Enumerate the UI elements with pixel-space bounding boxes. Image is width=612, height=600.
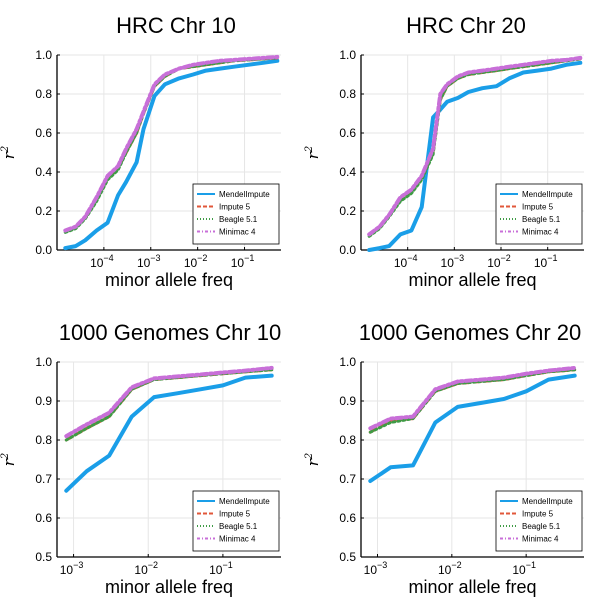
legend: MendelImpute Impute 5 Beagle 5.1 Minimac 4: [495, 183, 583, 245]
y-tick-label: 0.5: [35, 550, 52, 564]
y-tick-label: 0.4: [35, 165, 52, 179]
series-line-minimac-4: [368, 365, 577, 431]
legend-label: Beagle 5.1: [219, 522, 258, 531]
chart-panel-4: 1000 Genomes Chr 20 0.5 0.6 0.7 0.8 0.9 1.0 10−…: [304, 320, 584, 597]
legend: MendelImpute Impute 5 Beagle 5.1 Minimac 4: [192, 183, 280, 245]
legend-label: MendelImpute: [219, 497, 270, 506]
legend-label: Beagle 5.1: [219, 215, 258, 224]
x-axis-label: minor allele freq: [408, 270, 536, 290]
series-line-minimac-4: [367, 55, 583, 237]
x-axis-label: minor allele freq: [105, 270, 233, 290]
legend-label: Minimac 4: [219, 228, 256, 237]
series-line-mendelimpute: [64, 373, 274, 493]
y-tick-label: 1.0: [35, 48, 52, 62]
y-tick-label: 1.0: [339, 48, 356, 62]
x-tick-label: 10−1: [231, 253, 255, 270]
x-tick-label: 10−2: [184, 253, 208, 270]
y-tick-label: 0.6: [339, 511, 356, 525]
y-tick-label: 0.8: [339, 87, 356, 101]
x-tick-label: 10−4: [394, 253, 418, 270]
y-axis-label: r2: [304, 453, 322, 467]
x-tick-label: 10−3: [137, 253, 161, 270]
series-line-mendelimpute: [368, 373, 577, 483]
x-tick-label: 10−1: [534, 253, 558, 270]
legend-label: Beagle 5.1: [522, 215, 561, 224]
y-tick-label: 0.8: [339, 433, 356, 447]
chart-panel-3: 1000 Genomes Chr 10 0.5 0.6 0.7 0.8 0.9 1.0 10−…: [0, 320, 281, 597]
series-line-minimac-4: [63, 54, 280, 233]
x-tick-label: 10−1: [209, 560, 233, 577]
y-tick-label: 0.6: [35, 126, 52, 140]
series-line-minimac-4: [64, 365, 274, 439]
chart-panel-2: HRC Chr 20 0.0 0.2 0.4 0.6 0.8 1.0 10−4 10−3 10−2…: [304, 13, 584, 290]
y-tick-label: 0.0: [35, 243, 52, 257]
legend-label: Impute 5: [219, 203, 251, 212]
chart-title: HRC Chr 10: [116, 13, 236, 38]
y-tick-label: 0.7: [35, 472, 52, 486]
x-tick-label: 10−2: [134, 560, 158, 577]
legend-label: Minimac 4: [522, 228, 559, 237]
y-tick-label: 0.2: [35, 204, 52, 218]
x-tick-label: 10−3: [441, 253, 465, 270]
legend: MendelImpute Impute 5 Beagle 5.1 Minimac 4: [192, 490, 280, 552]
y-tick-label: 1.0: [35, 355, 52, 369]
chart-title: HRC Chr 20: [406, 13, 526, 38]
chart-panel-1: HRC Chr 10 0.0 0.2 0.4 0.6 0.8 1.0 10−4 10−3 10−2…: [0, 13, 281, 290]
legend-label: Beagle 5.1: [522, 522, 561, 531]
y-tick-label: 0.6: [35, 511, 52, 525]
chart-title: 1000 Genomes Chr 10: [59, 320, 282, 345]
series-line-mendelimpute: [367, 60, 583, 252]
y-tick-label: 1.0: [339, 355, 356, 369]
legend-label: MendelImpute: [522, 497, 573, 506]
legend-label: Minimac 4: [522, 535, 559, 544]
y-tick-label: 0.5: [339, 550, 356, 564]
x-tick-label: 10−2: [438, 560, 462, 577]
y-axis-label: r2: [0, 146, 18, 160]
y-tick-label: 0.4: [339, 165, 356, 179]
legend: MendelImpute Impute 5 Beagle 5.1 Minimac 4: [495, 490, 583, 552]
legend-label: Impute 5: [219, 510, 251, 519]
x-axis-label: minor allele freq: [408, 577, 536, 597]
legend-label: Impute 5: [522, 203, 554, 212]
y-tick-label: 0.7: [339, 472, 356, 486]
legend-label: Minimac 4: [219, 535, 256, 544]
x-tick-label: 10−2: [487, 253, 511, 270]
chart-title: 1000 Genomes Chr 20: [359, 320, 582, 345]
x-axis-label: minor allele freq: [105, 577, 233, 597]
legend-label: MendelImpute: [219, 190, 270, 199]
y-axis-label: r2: [304, 146, 322, 160]
y-tick-label: 0.9: [35, 394, 52, 408]
y-tick-label: 0.8: [35, 87, 52, 101]
legend-label: MendelImpute: [522, 190, 573, 199]
x-tick-label: 10−3: [60, 560, 84, 577]
x-tick-label: 10−3: [364, 560, 388, 577]
y-tick-label: 0.6: [339, 126, 356, 140]
y-tick-label: 0.2: [339, 204, 356, 218]
series-line-mendelimpute: [63, 58, 280, 251]
x-tick-label: 10−1: [512, 560, 536, 577]
y-tick-label: 0.0: [339, 243, 356, 257]
x-tick-label: 10−4: [90, 253, 114, 270]
y-tick-label: 0.8: [35, 433, 52, 447]
legend-label: Impute 5: [522, 510, 554, 519]
y-tick-label: 0.9: [339, 394, 356, 408]
y-axis-label: r2: [0, 453, 18, 467]
